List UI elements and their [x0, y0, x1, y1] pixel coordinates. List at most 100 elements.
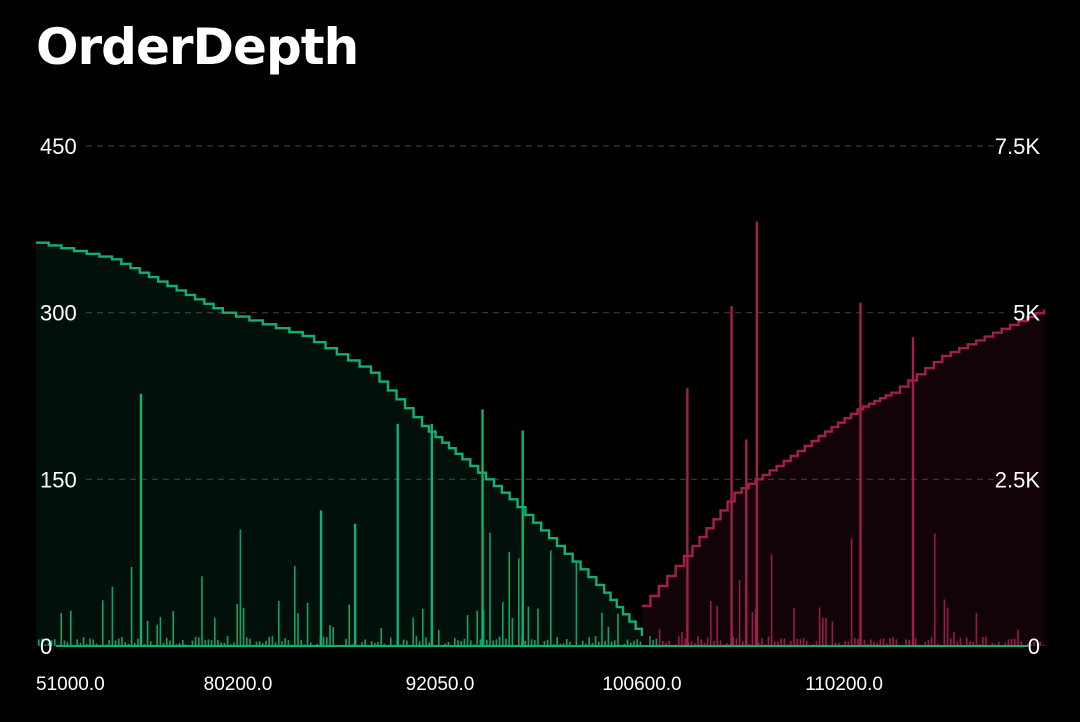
ask-volume-bar — [799, 638, 802, 646]
bid-volume-bar — [63, 640, 66, 646]
bid-volume-bar — [38, 639, 40, 646]
bid-depth-fill — [36, 242, 642, 646]
gridlines — [86, 145, 1004, 480]
ask-volume-spike — [859, 302, 862, 646]
bid-volume-bar — [559, 643, 562, 646]
ask-volume-bar — [953, 632, 955, 646]
bid-volume-bar — [374, 642, 376, 646]
ask-volume-bar — [726, 643, 728, 646]
bid-volume-bar — [575, 561, 578, 646]
ask-volume-bar — [975, 612, 978, 646]
ask-volume-bar — [754, 609, 757, 646]
bid-volume-bar — [527, 606, 530, 646]
bid-volume-bar — [258, 641, 261, 646]
ask-volume-bar — [876, 642, 878, 646]
bid-volume-bar — [460, 640, 462, 646]
ask-volume-bar — [882, 638, 885, 646]
ask-volume-bar — [777, 641, 779, 646]
ask-volume-bar — [956, 641, 958, 646]
ask-volume-bar — [844, 641, 846, 646]
bid-volume-bar — [348, 604, 350, 646]
bid-volume-bar — [518, 558, 520, 646]
bid-volume-bar — [262, 643, 264, 646]
bid-volume-bar — [143, 643, 146, 646]
bid-volume-bar — [236, 604, 238, 646]
ask-volume-bar — [985, 636, 987, 646]
bid-volume-bar — [274, 642, 277, 646]
bid-volume-bar — [364, 639, 366, 646]
bid-volume-bar — [508, 552, 510, 646]
bid-volume-bar — [588, 637, 590, 646]
bid-volume-spike — [521, 430, 524, 646]
bid-volume-bar — [220, 642, 222, 646]
ask-volume-bar — [700, 639, 702, 646]
bid-volume-bar — [626, 639, 629, 646]
ask-volume-bar — [831, 621, 834, 646]
bid-volume-bar — [162, 642, 165, 646]
bid-volume-bar — [95, 643, 98, 646]
bid-volume-bar — [217, 640, 219, 646]
ask-volume-bar — [719, 640, 722, 646]
bid-volume-bar — [636, 639, 638, 646]
bid-volume-bar — [268, 636, 270, 646]
bid-volume-bar — [297, 613, 299, 646]
bid-volume-bar — [550, 550, 552, 646]
bid-volume-bar — [239, 529, 242, 646]
ask-volume-bar — [870, 639, 872, 646]
bid-volume-bar — [639, 641, 642, 646]
x-axis-tick: 92050.0 — [406, 674, 475, 695]
ask-volume-bar — [678, 636, 680, 646]
bid-volume-bar — [412, 617, 414, 646]
bid-depth-line — [36, 241, 644, 636]
bid-volume-bar — [44, 644, 46, 646]
ask-volume-bar — [982, 636, 984, 646]
bid-volume-bar — [310, 642, 312, 646]
ask-volume-bar — [1004, 642, 1006, 646]
ask-volume-bar — [924, 641, 926, 646]
ask-volume-bar — [914, 637, 917, 646]
bid-volume-bar — [207, 639, 210, 646]
bid-volume-bar — [582, 640, 584, 646]
ask-volume-bar — [710, 601, 712, 646]
ask-volume-bar — [1033, 641, 1035, 646]
bid-volume-bar — [479, 639, 482, 646]
bid-volume-bar — [50, 640, 53, 646]
ask-volume-bar — [738, 580, 741, 646]
bid-volume-bar — [284, 638, 286, 646]
bid-volume-bar — [383, 643, 386, 646]
bid-volume-bar — [182, 639, 184, 646]
volume-bars — [38, 221, 1045, 647]
bid-volume-bar — [463, 638, 466, 646]
ask-volume-bar — [690, 641, 693, 646]
x-axis-tick: 51000.0 — [36, 674, 105, 695]
bid-volume-bar — [489, 532, 491, 646]
bid-volume-bar — [255, 641, 258, 646]
bid-volume-bar — [524, 640, 526, 646]
bid-volume-bar — [543, 641, 546, 646]
bid-volume-bar — [546, 639, 549, 646]
ask-volume-bar — [783, 638, 786, 646]
bid-volume-bar — [281, 641, 283, 646]
ask-volume-bar — [668, 640, 670, 646]
bid-volume-spike — [481, 409, 484, 646]
bid-volume-bar — [486, 639, 488, 646]
bid-volume-bar — [370, 641, 373, 646]
ask-volume-bar — [802, 637, 805, 646]
bid-volume-bar — [470, 640, 472, 646]
bid-volume-bar — [476, 610, 478, 646]
bid-volume-bar — [418, 641, 421, 646]
ask-volume-bar — [886, 643, 888, 646]
bid-volume-bar — [428, 642, 430, 646]
ask-volume-bar — [684, 638, 686, 646]
ask-volume-bar — [866, 643, 869, 646]
bid-volume-bar — [41, 638, 43, 646]
ask-volume-bar — [991, 642, 994, 646]
left-axis-tick: 450 — [40, 134, 77, 159]
ask-volume-bar — [706, 637, 709, 646]
bid-volume-bar — [502, 602, 504, 646]
x-axis-tick: 80200.0 — [204, 674, 273, 695]
bid-volume-bar — [121, 637, 123, 646]
bid-volume-bar — [530, 639, 533, 646]
ask-volume-bar — [838, 642, 840, 646]
bid-volume-bar — [172, 610, 174, 646]
